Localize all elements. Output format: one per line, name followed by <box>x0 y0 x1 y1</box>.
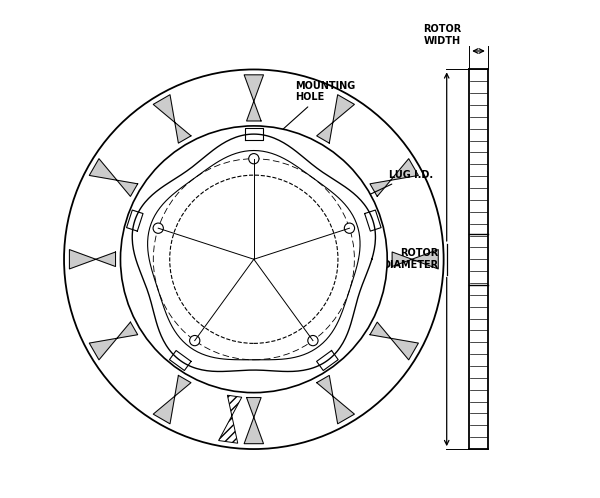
Polygon shape <box>317 375 355 424</box>
Polygon shape <box>153 95 191 143</box>
Circle shape <box>121 126 387 392</box>
Polygon shape <box>218 395 242 443</box>
Polygon shape <box>89 322 137 360</box>
Polygon shape <box>244 75 263 121</box>
Text: ROTOR
DIAMETER: ROTOR DIAMETER <box>382 249 439 270</box>
Polygon shape <box>392 249 438 269</box>
Polygon shape <box>244 397 263 444</box>
Circle shape <box>308 336 318 346</box>
Text: ROTOR BOLT
CIRCLE: ROTOR BOLT CIRCLE <box>156 226 224 248</box>
Polygon shape <box>370 322 418 360</box>
Polygon shape <box>317 95 355 143</box>
Text: MOUNTING
HOLE: MOUNTING HOLE <box>260 81 355 150</box>
Circle shape <box>249 153 259 164</box>
Polygon shape <box>89 159 137 196</box>
Circle shape <box>190 336 200 346</box>
Circle shape <box>344 223 355 234</box>
Circle shape <box>153 223 163 234</box>
Text: LUG I.D.: LUG I.D. <box>353 170 433 202</box>
Polygon shape <box>153 375 191 424</box>
Text: FARSIDE
I.D.: FARSIDE I.D. <box>157 302 203 323</box>
Polygon shape <box>370 159 418 196</box>
Text: ROTOR
WIDTH: ROTOR WIDTH <box>423 24 461 46</box>
Polygon shape <box>70 249 116 269</box>
